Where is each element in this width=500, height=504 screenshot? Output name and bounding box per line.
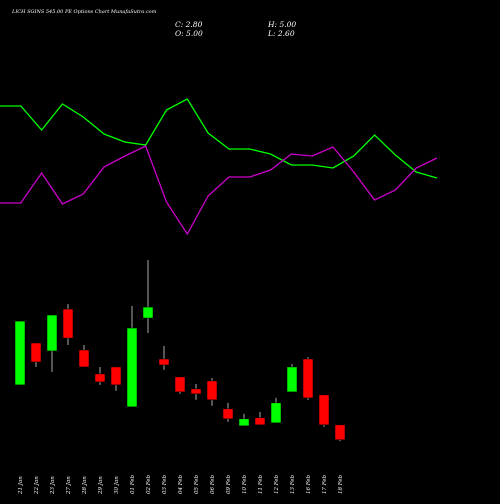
candle-body: [14, 320, 26, 386]
candle-body: [206, 380, 218, 401]
candle-body: [222, 408, 234, 420]
high-label: H: 5.00: [267, 20, 296, 29]
x-tick-label: 02 Feb: [146, 474, 152, 494]
x-tick-label: 01 Feb: [130, 474, 136, 494]
low-label: L: 2.60: [267, 29, 295, 38]
candle-body: [30, 342, 42, 363]
x-tick-label: 22 Jan: [34, 476, 40, 495]
candle-body: [254, 417, 266, 426]
candle-body: [158, 358, 170, 366]
x-tick-label: 10 Feb: [242, 474, 248, 494]
x-tick-label: 03 Feb: [162, 474, 168, 494]
candle-body: [46, 314, 58, 352]
x-tick-label: 30 Jan: [114, 476, 120, 494]
candle-body: [94, 373, 106, 383]
candle-body: [270, 402, 282, 424]
candle-body: [238, 418, 250, 427]
open-label: O: 5.00: [175, 29, 203, 38]
x-tick-label: 13 Feb: [290, 474, 296, 494]
line-series: [0, 145, 438, 236]
candle-body: [334, 424, 346, 441]
candle-body: [318, 394, 330, 426]
x-tick-label: 27 Jan: [66, 476, 72, 495]
candle-body: [286, 366, 298, 393]
candle-body: [110, 366, 122, 386]
candle-body: [62, 308, 74, 339]
x-tick-label: 11 Feb: [258, 474, 264, 494]
candle-body: [190, 388, 202, 395]
x-tick-label: 12 Feb: [274, 474, 280, 494]
x-tick-label: 28 Jan: [82, 476, 88, 495]
line-series: [0, 98, 438, 179]
candle-body: [302, 358, 314, 399]
x-tick-label: 17 Feb: [322, 474, 328, 494]
x-tick-label: 23 Jan: [50, 476, 56, 495]
candle-body: [174, 376, 186, 393]
candle-body: [142, 306, 154, 319]
candle-body: [78, 349, 90, 368]
chart-title: LICH SGINS 545.00 PE Options Chart Munaf…: [11, 9, 157, 15]
x-tick-label: 05 Feb: [194, 474, 200, 494]
close-label: C: 2.80: [175, 20, 203, 29]
candle-body: [126, 327, 138, 408]
x-tick-label: 16 Feb: [306, 474, 312, 494]
x-tick-label: 04 Feb: [178, 474, 184, 494]
x-tick-label: 09 Feb: [226, 474, 232, 494]
x-tick-label: 21 Jan: [18, 476, 24, 495]
x-tick-label: 29 Jan: [98, 476, 104, 495]
x-tick-label: 18 Feb: [338, 474, 344, 494]
x-tick-label: 06 Feb: [210, 474, 216, 494]
